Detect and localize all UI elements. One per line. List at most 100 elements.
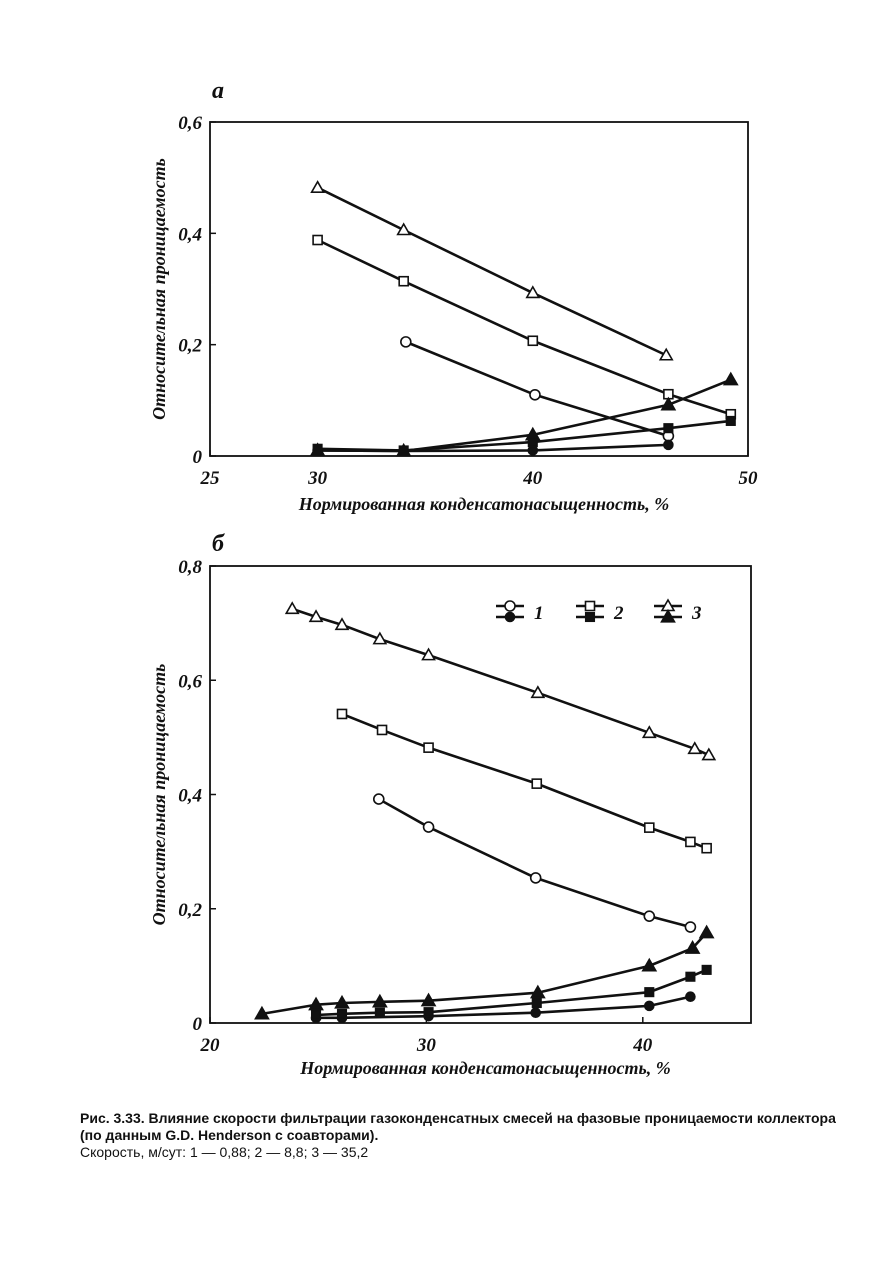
data-point bbox=[312, 234, 323, 246]
data-point bbox=[527, 335, 539, 347]
data-point bbox=[641, 957, 658, 972]
data-point bbox=[422, 821, 435, 833]
data-point bbox=[400, 336, 412, 348]
data-point bbox=[643, 1000, 655, 1012]
series-4 bbox=[310, 991, 696, 1024]
data-point bbox=[525, 285, 541, 299]
data-point bbox=[529, 984, 546, 999]
series-6 bbox=[309, 371, 739, 457]
data-point bbox=[372, 793, 385, 805]
series-6 bbox=[254, 924, 715, 1020]
series-2 bbox=[312, 234, 737, 420]
legend-marker bbox=[660, 608, 676, 623]
series-2 bbox=[336, 708, 712, 854]
series-1 bbox=[372, 793, 697, 933]
data-point bbox=[701, 842, 712, 854]
data-point bbox=[423, 742, 434, 753]
data-point bbox=[643, 910, 656, 922]
data-point bbox=[308, 609, 324, 623]
data-point bbox=[722, 371, 739, 386]
data-point bbox=[309, 442, 326, 457]
series-4 bbox=[312, 439, 674, 457]
data-point bbox=[310, 180, 325, 193]
data-point bbox=[531, 997, 542, 1009]
data-point bbox=[701, 747, 717, 761]
series-line bbox=[315, 968, 708, 1017]
data-point bbox=[644, 987, 655, 998]
data-point bbox=[641, 725, 657, 739]
data-point bbox=[421, 647, 436, 661]
data-point bbox=[663, 439, 674, 451]
legend: 1 2 3 bbox=[496, 598, 702, 624]
y-tick-label: 0 bbox=[193, 1014, 203, 1035]
data-point bbox=[423, 1007, 434, 1018]
data-point bbox=[371, 993, 388, 1008]
data-point bbox=[684, 921, 697, 933]
data-point bbox=[420, 992, 437, 1007]
x-tick-label: 30 bbox=[416, 1035, 437, 1056]
legend-marker bbox=[584, 611, 596, 623]
data-point bbox=[687, 741, 703, 755]
data-point bbox=[334, 617, 350, 631]
x-tick-label: 50 bbox=[739, 468, 759, 489]
y-tick-label: 0 bbox=[193, 447, 203, 468]
series-line bbox=[405, 340, 669, 438]
data-point bbox=[701, 964, 712, 975]
data-point bbox=[658, 347, 674, 361]
data-point bbox=[396, 222, 412, 236]
series-5 bbox=[310, 964, 712, 1021]
data-point bbox=[530, 685, 546, 699]
y-tick-label: 0,4 bbox=[178, 224, 202, 245]
data-point bbox=[529, 388, 541, 401]
legend-marker bbox=[504, 611, 516, 623]
data-point bbox=[685, 991, 696, 1003]
series-line bbox=[317, 186, 667, 357]
data-point bbox=[684, 940, 701, 954]
legend-label: 1 bbox=[534, 603, 544, 624]
panel-label: а bbox=[212, 78, 224, 104]
series-3 bbox=[310, 180, 674, 361]
y-tick-label: 0,6 bbox=[178, 113, 202, 134]
panel-label: б bbox=[212, 531, 225, 557]
x-axis-title: Нормированная конденсатонасыщенность, % bbox=[299, 1058, 670, 1078]
y-tick-label: 0,4 bbox=[178, 786, 202, 807]
series-line bbox=[317, 238, 732, 416]
data-point bbox=[398, 275, 409, 287]
caption-title: Рис. 3.33. Влияние скорости фильтрации г… bbox=[80, 1110, 836, 1143]
y-axis-title: Относительная проницаемость bbox=[149, 664, 169, 926]
x-tick-label: 30 bbox=[307, 468, 328, 489]
data-point bbox=[531, 778, 543, 789]
y-tick-label: 0,2 bbox=[178, 900, 202, 921]
data-point bbox=[530, 1007, 541, 1019]
y-tick-label: 0,8 bbox=[178, 557, 202, 578]
data-point bbox=[284, 601, 300, 615]
data-point bbox=[376, 724, 388, 736]
data-point bbox=[524, 426, 541, 441]
data-point bbox=[527, 445, 539, 456]
data-point bbox=[334, 994, 350, 1009]
plot-frame bbox=[209, 121, 749, 457]
figure-caption: Рис. 3.33. Влияние скорости фильтрации г… bbox=[80, 1110, 840, 1161]
data-point bbox=[336, 708, 348, 720]
data-point bbox=[698, 924, 715, 939]
x-tick-label: 20 bbox=[200, 1035, 221, 1056]
legend-marker bbox=[584, 600, 596, 612]
x-tick-label: 40 bbox=[632, 1035, 653, 1056]
data-point bbox=[660, 396, 677, 411]
x-tick-label: 25 bbox=[200, 468, 221, 489]
legend-label: 3 bbox=[691, 603, 702, 624]
data-point bbox=[254, 1005, 270, 1020]
series-3 bbox=[284, 601, 717, 761]
data-point bbox=[395, 442, 412, 457]
data-point bbox=[336, 1008, 348, 1019]
plot-frame bbox=[209, 565, 752, 1024]
data-point bbox=[663, 423, 674, 434]
data-point bbox=[725, 415, 736, 426]
caption-note: Скорость, м/сут: 1 — 0,88; 2 — 8,8; 3 — … bbox=[80, 1144, 369, 1160]
legend-label: 2 bbox=[613, 603, 624, 624]
y-axis-title: Относительная проницаемость bbox=[149, 158, 169, 420]
x-axis-title: Нормированная конденсатонасыщенность, % bbox=[298, 494, 669, 514]
y-tick-label: 0,2 bbox=[178, 336, 202, 357]
data-point bbox=[310, 1009, 322, 1021]
